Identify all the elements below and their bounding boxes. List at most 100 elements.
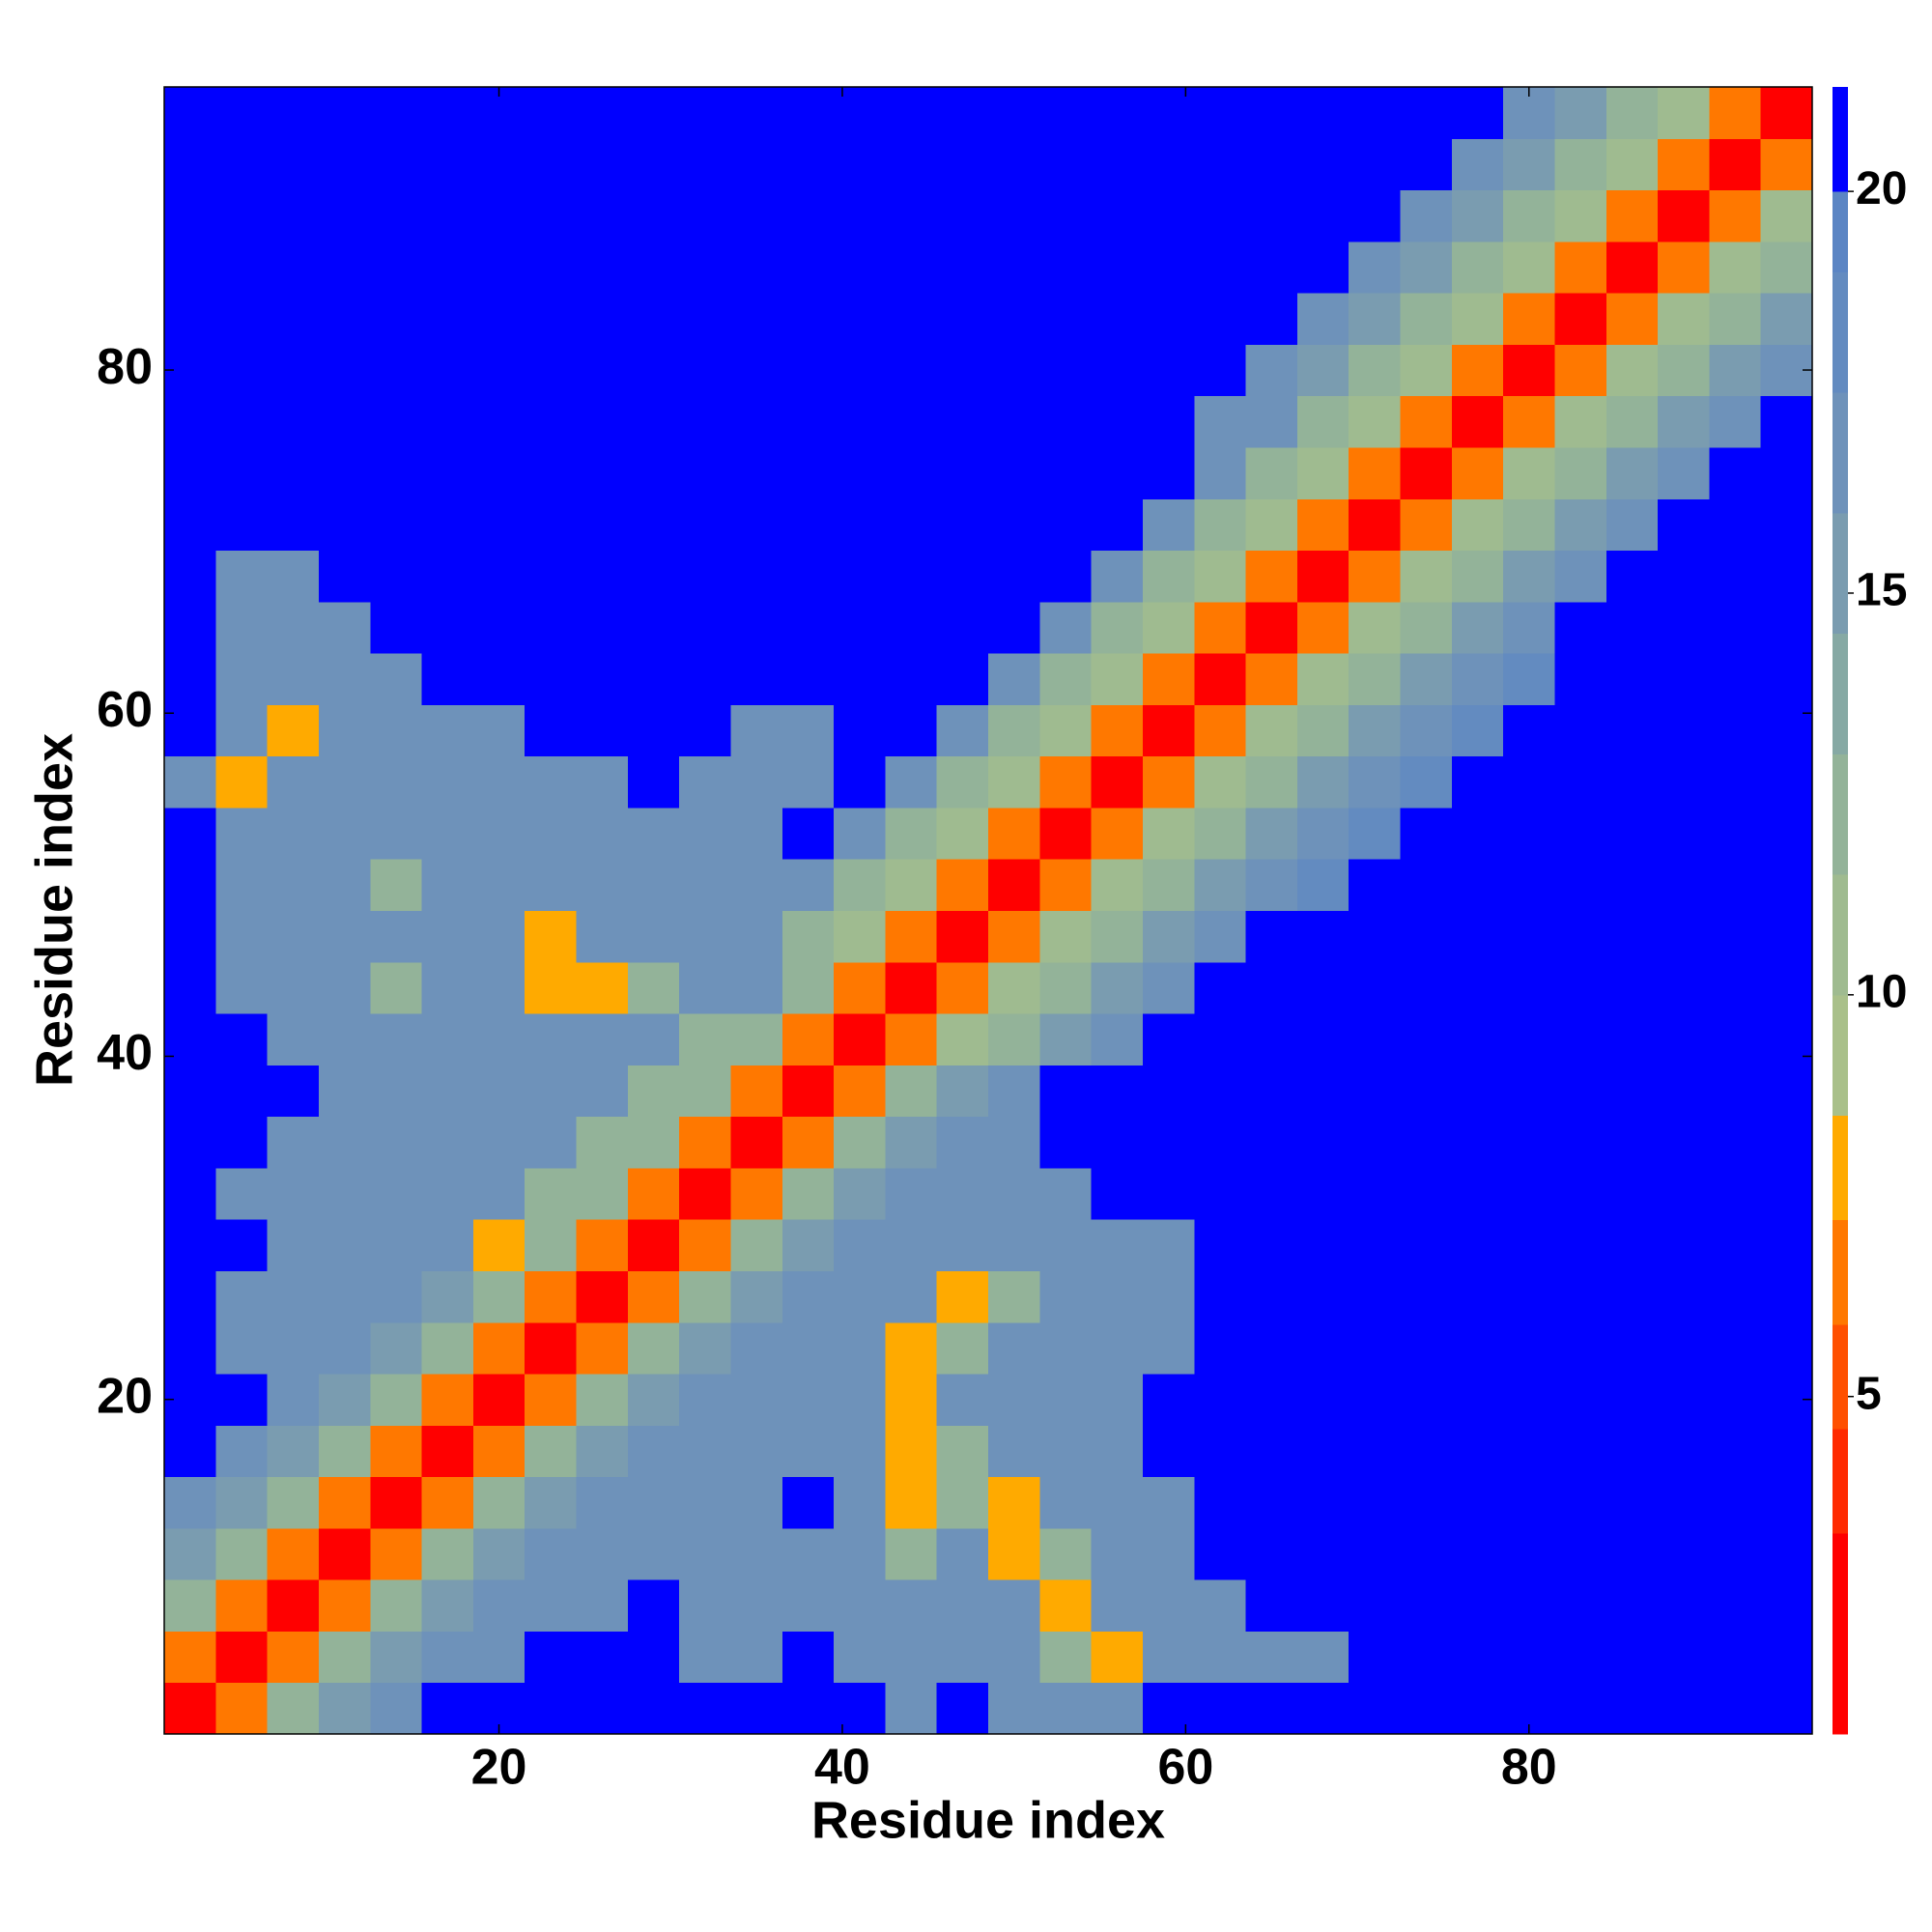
heatmap-cell: [267, 859, 320, 911]
heatmap-cell: [679, 189, 731, 242]
heatmap-cell: [988, 1631, 1040, 1684]
heatmap-cell: [834, 807, 886, 860]
heatmap-cell: [1451, 1476, 1504, 1529]
heatmap-cell: [421, 755, 474, 809]
heatmap-cell: [1194, 807, 1247, 860]
heatmap-cell: [267, 1013, 320, 1065]
colorbar-segment: [1833, 392, 1848, 514]
heatmap-cell: [525, 1374, 577, 1426]
heatmap-cell: [1245, 138, 1298, 191]
heatmap-cell: [370, 550, 423, 603]
heatmap-cell: [781, 1527, 835, 1580]
heatmap-cell: [1451, 1116, 1504, 1169]
heatmap-cell: [1296, 1321, 1350, 1375]
heatmap-cell: [576, 1374, 629, 1426]
heatmap-cell: [1760, 550, 1813, 603]
heatmap-cell: [936, 1270, 989, 1323]
heatmap-cell: [1760, 446, 1813, 499]
heatmap-cell: [318, 446, 371, 499]
heatmap-cell: [1400, 241, 1453, 294]
heatmap-cell: [1709, 1013, 1762, 1065]
heatmap-cell: [1554, 446, 1607, 499]
heatmap-cell: [318, 859, 371, 911]
heatmap-cell: [370, 1476, 423, 1529]
colorbar-segment: [1833, 1533, 1848, 1735]
heatmap-cell: [1400, 961, 1453, 1014]
heatmap-cell: [1605, 1527, 1659, 1580]
heatmap-cell: [730, 87, 783, 139]
heatmap-cell: [988, 910, 1040, 963]
heatmap-cell: [1554, 1065, 1607, 1118]
heatmap-cell: [885, 1065, 938, 1118]
heatmap-cell: [576, 1579, 629, 1632]
heatmap-cell: [1503, 344, 1555, 397]
heatmap-cell: [627, 1065, 680, 1118]
heatmap-cell: [885, 601, 938, 654]
heatmap-cell: [936, 138, 989, 191]
heatmap-cell: [885, 395, 938, 448]
heatmap-cell: [834, 550, 886, 603]
heatmap-cell: [318, 961, 371, 1014]
heatmap-cell: [1245, 1270, 1298, 1323]
heatmap-cell: [525, 498, 577, 552]
heatmap-cell: [318, 1167, 371, 1220]
heatmap-cell: [1658, 1167, 1710, 1220]
heatmap-cell: [1658, 446, 1710, 499]
heatmap-cell: [988, 1682, 1040, 1735]
heatmap-cell: [1658, 961, 1710, 1014]
heatmap-cell: [525, 755, 577, 809]
heatmap-cell: [525, 1065, 577, 1118]
heatmap-cell: [936, 601, 989, 654]
heatmap-cell: [988, 446, 1040, 499]
heatmap-cell: [1142, 395, 1195, 448]
heatmap-cell: [215, 1065, 269, 1118]
heatmap-cell: [1658, 1270, 1710, 1323]
heatmap-cell: [1400, 910, 1453, 963]
heatmap-cell: [164, 653, 216, 705]
colorbar-segment: [1833, 191, 1848, 272]
heatmap-cell: [1554, 189, 1607, 242]
heatmap-cell: [1709, 910, 1762, 963]
heatmap-cell: [885, 87, 938, 139]
heatmap-cell: [1142, 550, 1195, 603]
heatmap-cell: [1400, 498, 1453, 552]
heatmap-cell: [679, 910, 731, 963]
heatmap-cell: [1142, 1116, 1195, 1169]
heatmap-cell: [1709, 1476, 1762, 1529]
heatmap-cell: [1503, 1527, 1555, 1580]
heatmap-cell: [1605, 1631, 1659, 1684]
heatmap-cell: [1091, 344, 1144, 397]
heatmap-cell: [1709, 704, 1762, 757]
heatmap-cell: [1349, 1219, 1401, 1271]
heatmap-cell: [267, 550, 320, 603]
heatmap-cell: [1091, 653, 1144, 705]
heatmap-cell: [1451, 1321, 1504, 1375]
heatmap-cell: [1400, 1167, 1453, 1220]
heatmap-cell: [421, 138, 474, 191]
heatmap-cell: [1194, 1579, 1247, 1632]
heatmap-cell: [215, 1476, 269, 1529]
heatmap-cell: [936, 1116, 989, 1169]
heatmap-cell: [1400, 1682, 1453, 1735]
heatmap-cell: [834, 1167, 886, 1220]
heatmap-cell: [472, 498, 526, 552]
heatmap-cell: [1349, 910, 1401, 963]
heatmap-cell: [421, 550, 474, 603]
heatmap-cell: [730, 550, 783, 603]
heatmap-cell: [472, 910, 526, 963]
heatmap-cell: [472, 1065, 526, 1118]
heatmap-cell: [1039, 961, 1093, 1014]
heatmap-cell: [267, 189, 320, 242]
colorbar-segment: [1833, 753, 1848, 875]
heatmap-cell: [1554, 395, 1607, 448]
heatmap-cell: [215, 550, 269, 603]
heatmap-cell: [627, 755, 680, 809]
heatmap-cell: [421, 1065, 474, 1118]
heatmap-cell: [936, 87, 989, 139]
heatmap-cell: [1605, 1425, 1659, 1478]
heatmap-cell: [1658, 1682, 1710, 1735]
colorbar-segment: [1833, 1323, 1848, 1430]
heatmap-cell: [1039, 1321, 1093, 1375]
heatmap-cell: [1039, 1374, 1093, 1426]
heatmap-cell: [730, 1374, 783, 1426]
